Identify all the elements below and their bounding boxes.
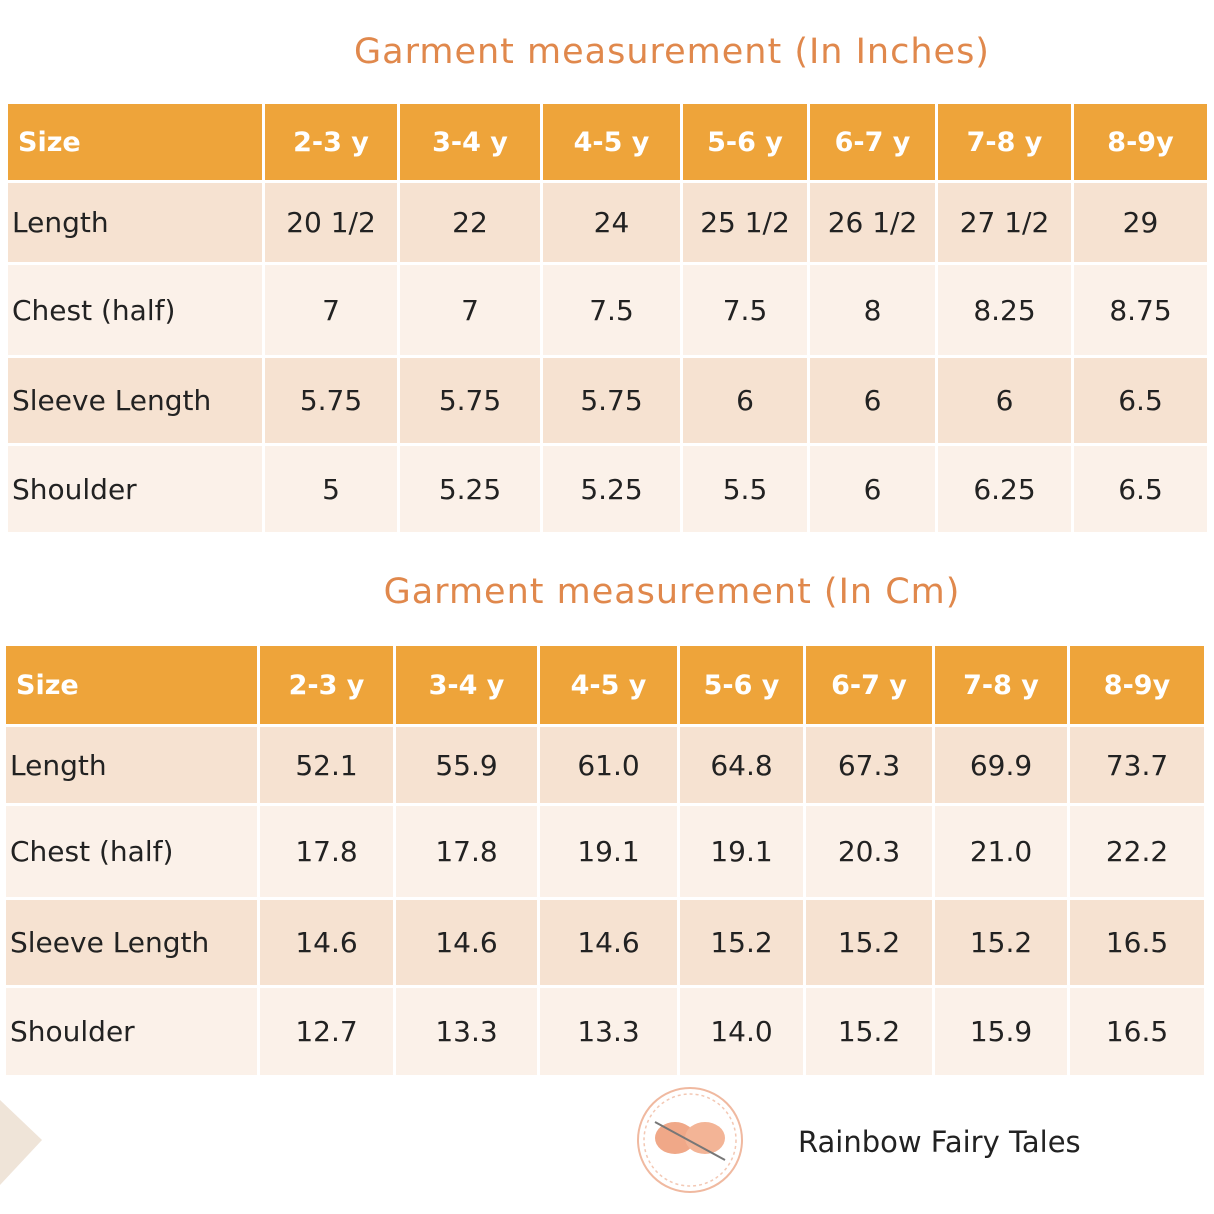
- header-cell: 5-6 y: [683, 104, 807, 180]
- header-cell: 4-5 y: [540, 646, 677, 724]
- table-cell: 7: [265, 265, 397, 355]
- table-cell: 67.3: [806, 727, 932, 803]
- table-cell: 6.5: [1074, 446, 1207, 532]
- row-label: Shoulder: [6, 988, 257, 1075]
- table-cell: 26 1/2: [810, 183, 935, 262]
- table-cell: 5.5: [683, 446, 807, 532]
- logo-inner: [643, 1093, 737, 1187]
- header-cell: 3-4 y: [396, 646, 537, 724]
- table-cell: 73.7: [1070, 727, 1204, 803]
- table-cell: 15.2: [935, 900, 1067, 985]
- table-cell: 5.25: [543, 446, 680, 532]
- table-cell: 24: [543, 183, 680, 262]
- table-cell: 5.25: [400, 446, 540, 532]
- header-cell: Size: [8, 104, 262, 180]
- table-cell: 17.8: [260, 806, 393, 897]
- corner-shape: [0, 1100, 42, 1185]
- row-label: Shoulder: [8, 446, 262, 532]
- row-label: Chest (half): [6, 806, 257, 897]
- table-cell: 16.5: [1070, 900, 1204, 985]
- table-cell: 8.25: [938, 265, 1071, 355]
- table-cell: 6.5: [1074, 358, 1207, 443]
- row-label: Sleeve Length: [6, 900, 257, 985]
- table-cell: 6: [683, 358, 807, 443]
- table-cell: 22.2: [1070, 806, 1204, 897]
- table-cell: 52.1: [260, 727, 393, 803]
- header-cell: 6-7 y: [810, 104, 935, 180]
- table-cell: 5.75: [543, 358, 680, 443]
- logo-heart-right: [685, 1122, 725, 1154]
- header-cell: 2-3 y: [260, 646, 393, 724]
- header-cell: 8-9y: [1074, 104, 1207, 180]
- table-cell: 13.3: [540, 988, 677, 1075]
- table-cell: 55.9: [396, 727, 537, 803]
- header-cell: 4-5 y: [543, 104, 680, 180]
- table-title: Garment measurement (In Inches): [354, 32, 990, 72]
- table-cell: 21.0: [935, 806, 1067, 897]
- table-cell: 14.6: [396, 900, 537, 985]
- table-cell: 6: [810, 446, 935, 532]
- table-cell: 15.9: [935, 988, 1067, 1075]
- header-cell: 6-7 y: [806, 646, 932, 724]
- header-cell: 2-3 y: [265, 104, 397, 180]
- table-cell: 7.5: [543, 265, 680, 355]
- table-cell: 6.25: [938, 446, 1071, 532]
- table-cell: 14.6: [260, 900, 393, 985]
- header-cell: 7-8 y: [938, 104, 1071, 180]
- row-label: Length: [8, 183, 262, 262]
- table-cell: 19.1: [540, 806, 677, 897]
- table-cell: 29: [1074, 183, 1207, 262]
- table-cell: 20 1/2: [265, 183, 397, 262]
- table-cell: 64.8: [680, 727, 803, 803]
- table-cell: 22: [400, 183, 540, 262]
- table-cell: 25 1/2: [683, 183, 807, 262]
- table-cell: 19.1: [680, 806, 803, 897]
- table-cell: 61.0: [540, 727, 677, 803]
- row-label: Chest (half): [8, 265, 262, 355]
- table-cell: 8: [810, 265, 935, 355]
- header-cell: 8-9y: [1070, 646, 1204, 724]
- table-cell: 7.5: [683, 265, 807, 355]
- row-label: Sleeve Length: [8, 358, 262, 443]
- row-label: Length: [6, 727, 257, 803]
- header-cell: 7-8 y: [935, 646, 1067, 724]
- logo-heart-left: [655, 1122, 695, 1154]
- table-cell: 15.2: [806, 900, 932, 985]
- table-cell: 15.2: [680, 900, 803, 985]
- table-cell: 6: [938, 358, 1071, 443]
- logo-wand: [654, 1121, 726, 1161]
- table-cell: 27 1/2: [938, 183, 1071, 262]
- table-cell: 7: [400, 265, 540, 355]
- table-cell: 5.75: [400, 358, 540, 443]
- table-title: Garment measurement (In Cm): [383, 572, 961, 612]
- header-cell: 3-4 y: [400, 104, 540, 180]
- table-cell: 16.5: [1070, 988, 1204, 1075]
- table-cell: 12.7: [260, 988, 393, 1075]
- table-cell: 14.0: [680, 988, 803, 1075]
- table-cell: 6: [810, 358, 935, 443]
- table-cell: 15.2: [806, 988, 932, 1075]
- table-cell: 14.6: [540, 900, 677, 985]
- table-cell: 8.75: [1074, 265, 1207, 355]
- header-cell: Size: [6, 646, 257, 724]
- table-cell: 13.3: [396, 988, 537, 1075]
- brand-name: Rainbow Fairy Tales: [798, 1125, 1081, 1159]
- table-cell: 69.9: [935, 727, 1067, 803]
- header-cell: 5-6 y: [680, 646, 803, 724]
- table-cell: 20.3: [806, 806, 932, 897]
- table-cell: 5: [265, 446, 397, 532]
- table-cell: 5.75: [265, 358, 397, 443]
- table-cell: 17.8: [396, 806, 537, 897]
